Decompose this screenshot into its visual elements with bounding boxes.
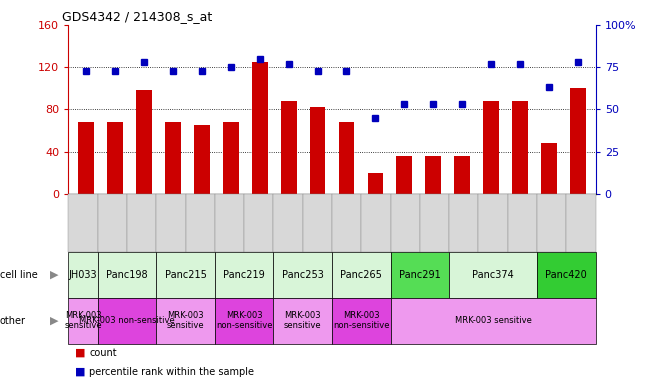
Bar bbox=[107, 122, 122, 194]
Bar bbox=[339, 122, 354, 194]
Bar bbox=[396, 156, 413, 194]
Bar bbox=[512, 101, 529, 194]
Bar bbox=[77, 122, 94, 194]
Bar bbox=[165, 122, 180, 194]
Text: count: count bbox=[89, 348, 117, 358]
Bar bbox=[454, 156, 471, 194]
Text: MRK-003
non-sensitive: MRK-003 non-sensitive bbox=[333, 311, 389, 330]
Text: MRK-003
sensitive: MRK-003 sensitive bbox=[64, 311, 102, 330]
Text: cell line: cell line bbox=[0, 270, 38, 280]
Text: Panc198: Panc198 bbox=[106, 270, 148, 280]
Text: ■: ■ bbox=[75, 367, 85, 377]
Text: Panc215: Panc215 bbox=[165, 270, 206, 280]
Text: MRK-003 sensitive: MRK-003 sensitive bbox=[454, 316, 532, 325]
Text: GDS4342 / 214308_s_at: GDS4342 / 214308_s_at bbox=[62, 10, 212, 23]
Bar bbox=[223, 122, 238, 194]
Text: ■: ■ bbox=[75, 348, 85, 358]
Text: Panc253: Panc253 bbox=[282, 270, 324, 280]
Bar bbox=[542, 143, 557, 194]
Bar bbox=[135, 91, 152, 194]
Text: Panc265: Panc265 bbox=[340, 270, 382, 280]
Bar bbox=[426, 156, 441, 194]
Bar bbox=[310, 107, 326, 194]
Bar bbox=[281, 101, 296, 194]
Text: Panc291: Panc291 bbox=[399, 270, 441, 280]
Text: MRK-003 non-sensitive: MRK-003 non-sensitive bbox=[79, 316, 175, 325]
Text: MRK-003
sensitive: MRK-003 sensitive bbox=[284, 311, 322, 330]
Text: other: other bbox=[0, 316, 26, 326]
Bar bbox=[484, 101, 499, 194]
Bar bbox=[193, 125, 210, 194]
Text: MRK-003
sensitive: MRK-003 sensitive bbox=[167, 311, 204, 330]
Text: Panc420: Panc420 bbox=[546, 270, 587, 280]
Text: MRK-003
non-sensitive: MRK-003 non-sensitive bbox=[216, 311, 272, 330]
Text: JH033: JH033 bbox=[69, 270, 97, 280]
Text: percentile rank within the sample: percentile rank within the sample bbox=[89, 367, 254, 377]
Text: ▶: ▶ bbox=[50, 316, 59, 326]
Text: ▶: ▶ bbox=[50, 270, 59, 280]
Text: Panc374: Panc374 bbox=[472, 270, 514, 280]
Bar bbox=[368, 173, 383, 194]
Text: Panc219: Panc219 bbox=[223, 270, 265, 280]
Bar bbox=[570, 88, 587, 194]
Bar bbox=[251, 62, 268, 194]
